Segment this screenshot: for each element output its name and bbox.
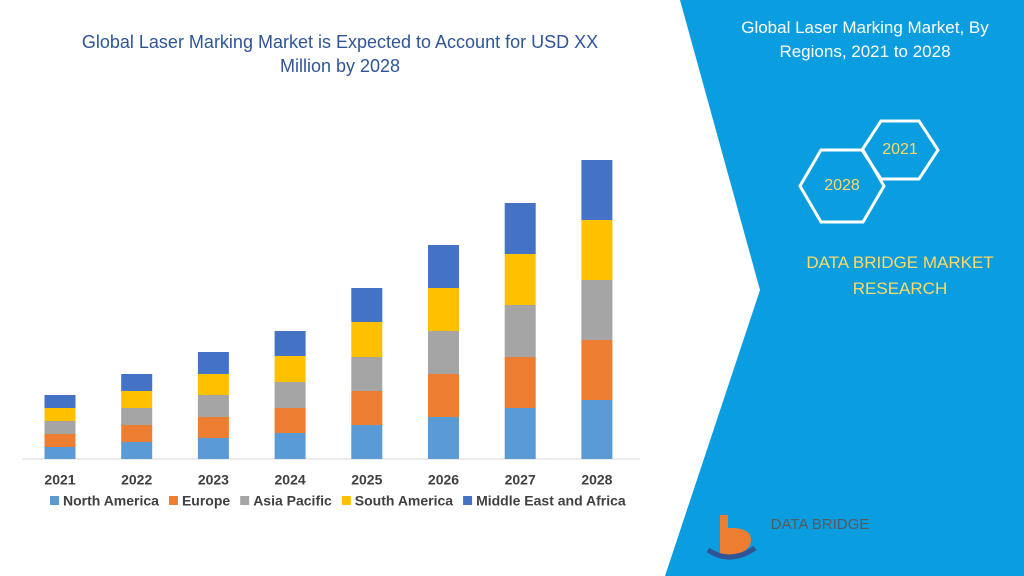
bar-segment — [197, 395, 229, 417]
bar-segment — [44, 447, 76, 459]
bar-segment — [197, 374, 229, 395]
logo-text: DATA BRIDGE — [770, 516, 870, 533]
bar-segment — [274, 356, 306, 382]
bar-segment — [428, 417, 459, 459]
x-tick-label: 2023 — [198, 472, 229, 488]
bar-segment — [44, 434, 76, 447]
brand: DATA BRIDGE MARKET RESEARCH — [806, 253, 994, 298]
bar-segment — [428, 245, 459, 288]
bar-segment — [504, 203, 536, 254]
x-tick-label: 2027 — [505, 472, 536, 488]
bar-segment — [121, 391, 153, 408]
bar-segment — [121, 442, 153, 459]
legend-label: South America — [355, 493, 453, 509]
x-tick-label: 2025 — [351, 472, 382, 488]
hexagon-label: 2021 — [882, 141, 918, 158]
bar-segment — [351, 288, 383, 322]
bar-segment — [121, 374, 153, 391]
bar-segment — [581, 220, 613, 280]
legend-swatch — [341, 496, 351, 505]
x-tick-label: 2021 — [44, 472, 75, 488]
bar-segment — [351, 322, 383, 357]
bar-segment — [274, 408, 306, 433]
hexagon-label: 2028 — [824, 177, 860, 194]
bar-segment — [274, 382, 306, 408]
bar-segment — [504, 305, 536, 357]
legend-swatch — [240, 496, 250, 505]
x-tick-label: 2022 — [121, 472, 152, 488]
bar-segment — [351, 357, 383, 391]
logo-icon — [720, 515, 751, 557]
logo-swoosh — [706, 545, 757, 560]
bar-segment — [44, 421, 76, 434]
bar-segment — [44, 408, 76, 421]
bar-segment — [504, 357, 536, 408]
bar-segment — [428, 374, 459, 417]
legend-swatch — [463, 496, 473, 505]
bar-segment — [428, 331, 459, 374]
legend-label: Europe — [182, 493, 230, 509]
bar-segment — [428, 288, 459, 331]
chart-title: Global Laser Marking Market is Expected … — [81, 32, 599, 76]
panel-title: Global Laser Marking Market, By Regions,… — [741, 18, 989, 61]
bar-segment — [121, 408, 153, 425]
bar-segment — [197, 438, 229, 459]
legend-swatch — [168, 496, 178, 505]
bar-segment — [581, 280, 613, 340]
bar-segment — [121, 425, 153, 442]
hexagon — [798, 148, 886, 224]
bar-segment — [351, 425, 383, 459]
bar-segment — [274, 331, 306, 356]
bar-segment — [197, 352, 229, 374]
legend-label: Middle East and Africa — [476, 493, 626, 509]
legend-swatch — [50, 496, 59, 505]
bar-segment — [44, 395, 76, 408]
bar-segment — [197, 417, 229, 438]
x-tick-label: 2024 — [275, 472, 306, 488]
legend-label: Asia Pacific — [253, 493, 332, 509]
x-tick-label: 2028 — [581, 472, 612, 488]
bar-segment — [581, 160, 613, 220]
bar-segment — [581, 400, 613, 459]
bar-segment — [274, 433, 306, 459]
bar-segment — [504, 408, 536, 459]
bar-segment — [504, 254, 536, 305]
x-tick-label: 2026 — [428, 472, 459, 488]
legend-label: North America — [63, 493, 159, 509]
bar-segment — [351, 391, 383, 425]
bar-segment — [581, 340, 613, 400]
